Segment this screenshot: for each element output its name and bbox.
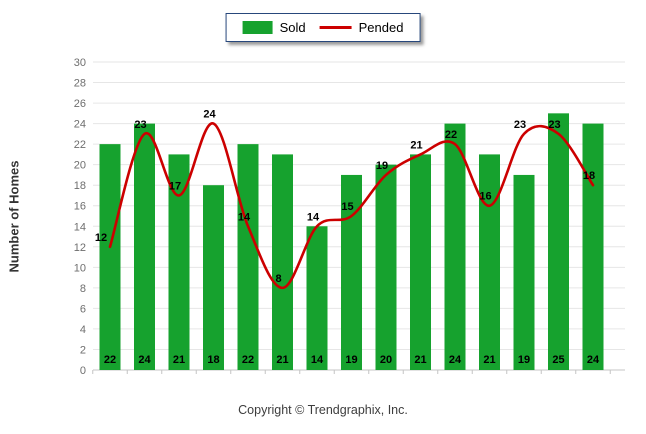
svg-text:8: 8 (80, 283, 86, 295)
x-axis (92, 369, 625, 374)
sold-bar (582, 123, 604, 370)
pended-value-label: 15 (341, 201, 353, 213)
sold-bar (272, 154, 293, 370)
svg-text:18: 18 (74, 180, 86, 192)
pended-value-label: 16 (479, 191, 491, 203)
sold-bar (168, 154, 190, 370)
pended-value-label: 24 (203, 109, 216, 121)
sold-value-label: 18 (207, 354, 219, 366)
svg-text:28: 28 (74, 78, 86, 90)
legend-label-pended: Pended (358, 20, 404, 35)
pended-value-label: 19 (376, 160, 388, 172)
legend-item-sold: Sold (242, 20, 306, 35)
svg-text:6: 6 (80, 303, 86, 315)
sold-value-label: 20 (380, 354, 392, 366)
sold-bar (375, 164, 397, 370)
pended-value-label: 14 (238, 211, 251, 223)
svg-text:16: 16 (74, 201, 86, 213)
sold-value-label: 24 (138, 354, 151, 366)
sold-bar (548, 113, 569, 370)
pended-value-label: 14 (307, 211, 320, 223)
sold-swatch-icon (242, 21, 273, 34)
sold-bars (99, 113, 604, 370)
sold-bar (444, 123, 466, 370)
svg-text:22: 22 (74, 139, 86, 151)
svg-text:26: 26 (74, 98, 86, 110)
pended-value-label: 22 (445, 129, 457, 141)
svg-text:24: 24 (74, 119, 86, 131)
legend: Sold Pended (225, 13, 421, 42)
sold-value-label: 22 (104, 354, 116, 366)
svg-text:20: 20 (74, 160, 86, 172)
pended-value-label: 12 (95, 232, 107, 244)
legend-item-pended: Pended (319, 20, 404, 35)
sold-bar (306, 226, 328, 370)
sold-bar (479, 154, 500, 370)
sold-value-label: 22 (242, 354, 254, 366)
sold-value-label: 19 (518, 354, 530, 366)
sold-bar (341, 174, 362, 370)
y-axis-title: Number of Homes (6, 160, 22, 273)
sold-value-label: 25 (552, 354, 564, 366)
sold-value-label: 21 (483, 354, 495, 366)
svg-text:30: 30 (74, 57, 86, 69)
sold-value-label: 19 (345, 354, 357, 366)
sold-bar (99, 144, 121, 370)
pended-value-label: 23 (134, 119, 146, 131)
sold-bar (134, 123, 155, 370)
sold-bar (237, 144, 259, 370)
sold-value-label: 24 (449, 354, 462, 366)
pended-value-labels: 12 23 17 24 14 8 14 15 19 21 22 16 23 23 18 (95, 109, 595, 285)
svg-text:12: 12 (74, 242, 86, 254)
legend-label-sold: Sold (279, 20, 306, 35)
sold-value-label: 24 (587, 354, 600, 366)
pended-value-label: 23 (548, 119, 560, 131)
pended-value-label: 8 (275, 273, 281, 285)
pended-value-label: 21 (410, 139, 422, 151)
pended-line-icon (319, 26, 352, 29)
pended-line (108, 122, 595, 290)
sold-bar (513, 174, 535, 370)
sold-value-labels: 22 24 21 18 22 21 14 19 20 21 24 21 19 25 24 (104, 354, 600, 366)
svg-text:2: 2 (80, 344, 86, 356)
pended-value-label: 17 (169, 180, 181, 192)
sold-value-label: 21 (276, 354, 288, 366)
svg-text:10: 10 (74, 262, 86, 274)
svg-text:14: 14 (74, 221, 86, 233)
sold-value-label: 21 (173, 354, 185, 366)
sold-value-label: 14 (311, 354, 324, 366)
svg-text:4: 4 (80, 324, 86, 336)
svg-text:0: 0 (80, 365, 86, 377)
pended-value-label: 18 (583, 170, 595, 182)
copyright-text: Copyright © Trendgraphix, Inc. (238, 403, 408, 417)
sold-value-label: 21 (414, 354, 426, 366)
sold-bar (203, 185, 224, 370)
sold-bar (410, 154, 431, 370)
pended-value-label: 23 (514, 119, 526, 131)
